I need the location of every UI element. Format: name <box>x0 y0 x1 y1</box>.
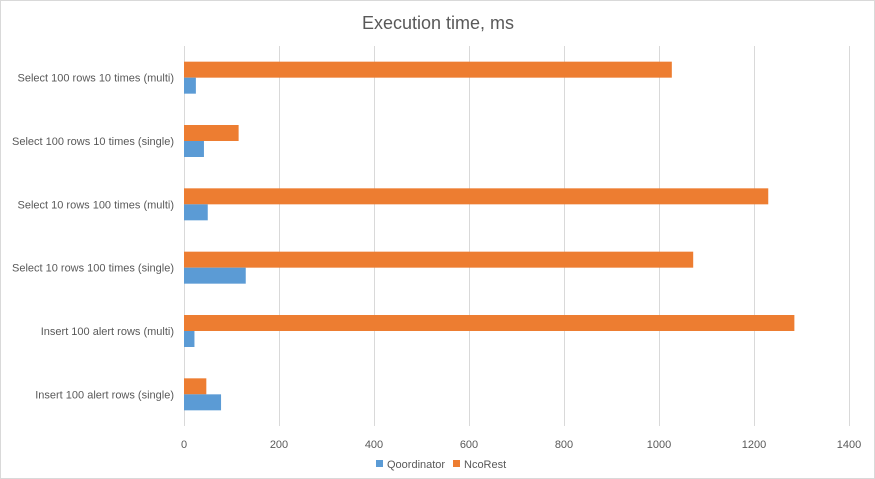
legend-swatch <box>453 460 460 467</box>
x-tick-label: 0 <box>181 439 187 451</box>
x-tick-label: 400 <box>365 439 383 451</box>
x-tick-label: 1200 <box>742 439 766 451</box>
bar-ncorest <box>184 251 694 268</box>
bar-qoordinator <box>184 141 204 157</box>
category-label: Insert 100 alert rows (single) <box>35 389 174 401</box>
bar-qoordinator <box>184 204 208 221</box>
legend-label: NcoRest <box>464 459 506 471</box>
x-axis-ticks: 0 200 400 600 800 1000 1200 1400 <box>181 439 861 451</box>
bar-ncorest <box>184 61 672 78</box>
bar-qoordinator <box>184 267 246 284</box>
category-label: Select 100 rows 10 times (single) <box>12 136 174 148</box>
bar-ncorest <box>184 315 795 331</box>
category-label: Insert 100 alert rows (multi) <box>41 326 174 338</box>
bar-qoordinator <box>184 331 195 347</box>
category-label: Select 10 rows 100 times (multi) <box>18 199 175 211</box>
legend-label: Qoordinator <box>387 459 445 471</box>
category-label: Select 10 rows 100 times (single) <box>12 263 174 275</box>
bar-ncorest <box>184 125 239 141</box>
gridlines <box>184 46 850 426</box>
x-tick-label: 600 <box>460 439 478 451</box>
category-label: Select 100 rows 10 times (multi) <box>18 73 175 85</box>
legend-swatch <box>376 460 383 467</box>
category-labels: Select 100 rows 10 times (multi) Select 1… <box>12 73 174 402</box>
x-tick-label: 200 <box>270 439 288 451</box>
bar-ncorest <box>184 188 769 205</box>
x-tick-label: 1000 <box>647 439 671 451</box>
x-tick-label: 800 <box>555 439 573 451</box>
bars <box>184 61 795 411</box>
bar-qoordinator <box>184 394 222 411</box>
bar-qoordinator <box>184 77 196 94</box>
x-tick-label: 1400 <box>837 439 861 451</box>
chart-title: Execution time, ms <box>362 13 514 33</box>
legend: Qoordinator NcoRest <box>376 459 506 471</box>
bar-ncorest <box>184 378 207 395</box>
